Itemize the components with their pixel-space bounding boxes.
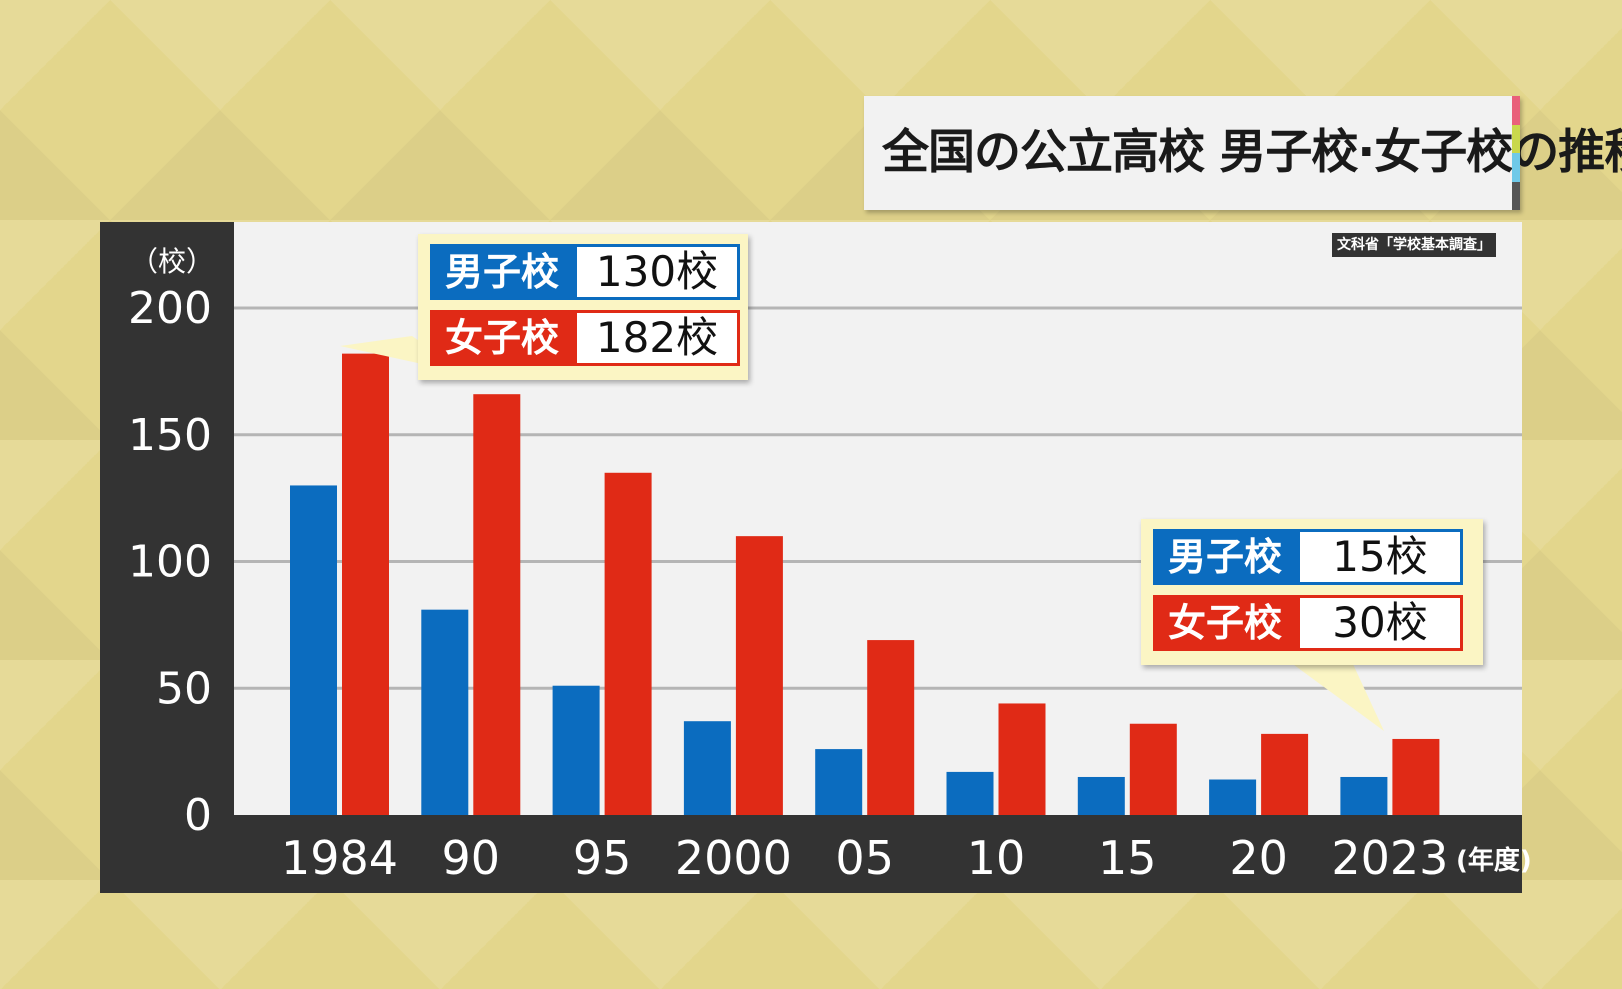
- bar-girls-2023: [1392, 738, 1440, 815]
- bar-boys-95: [552, 685, 600, 815]
- callout-1984: 男子校 130校 女子校 182校: [418, 234, 748, 380]
- bars: [290, 353, 1440, 815]
- x-tick-label: 90: [442, 831, 501, 885]
- x-tick-label: 2000: [675, 831, 792, 885]
- callout-2023: 男子校 15校 女子校 30校: [1141, 519, 1483, 665]
- y-tick-label: 0: [184, 790, 212, 841]
- source-label: 文科省「学校基本調査」: [1332, 233, 1496, 257]
- boys-value: 130校: [574, 244, 740, 300]
- girls-value: 182校: [574, 310, 740, 366]
- bar-boys-1984: [290, 485, 337, 815]
- chart-title: 全国の公立高校 男子校·女子校の推移: [882, 125, 1622, 180]
- y-tick-label: 50: [156, 663, 212, 714]
- x-tick-label: 95: [573, 831, 632, 885]
- title-stripe-pink: [1512, 96, 1520, 125]
- y-tick-label: 200: [128, 283, 212, 334]
- bar-girls-20: [1261, 733, 1309, 815]
- bar-boys-05: [815, 749, 863, 815]
- girls-value: 30校: [1297, 595, 1463, 651]
- bar-boys-90: [421, 609, 469, 815]
- x-tick-label: 1984: [281, 831, 398, 885]
- bar-boys-15: [1077, 776, 1125, 815]
- callout-boys-row: 男子校 130校: [430, 244, 740, 300]
- title-stripe-green: [1512, 124, 1520, 153]
- boys-label: 男子校: [1153, 529, 1297, 585]
- bar-girls-10: [998, 703, 1046, 815]
- x-tick-label: 15: [1098, 831, 1157, 885]
- bar-girls-15: [1129, 723, 1177, 815]
- title-stripe-gray: [1512, 181, 1520, 210]
- x-axis-unit: (年度): [1456, 846, 1532, 876]
- x-axis-ticks: 1984 90 95 2000 05 10 15 20 2023: [281, 831, 1448, 885]
- bar-boys-2023: [1340, 776, 1388, 815]
- callout-pointer-2023: [1290, 662, 1384, 731]
- x-tick-label: 05: [835, 831, 894, 885]
- bar-boys-2000: [683, 721, 731, 815]
- y-axis-ticks: 0 50 100 150 200: [128, 283, 212, 841]
- bar-girls-2000: [735, 536, 783, 815]
- y-tick-label: 150: [128, 410, 212, 461]
- bar-boys-10: [946, 771, 994, 815]
- callout-boys-row: 男子校 15校: [1153, 529, 1463, 585]
- title-stripe-cyan: [1512, 153, 1520, 182]
- y-tick-label: 100: [128, 537, 212, 588]
- boys-value: 15校: [1297, 529, 1463, 585]
- y-axis-unit: （校）: [130, 245, 215, 278]
- x-tick-label: 10: [967, 831, 1026, 885]
- chart-title-box: 全国の公立高校 男子校·女子校の推移: [864, 96, 1622, 210]
- bar-girls-05: [867, 640, 915, 815]
- bar-boys-20: [1209, 779, 1257, 815]
- bar-girls-1984: [342, 353, 389, 815]
- title-color-stripes: [1512, 96, 1520, 210]
- x-tick-label: 20: [1229, 831, 1288, 885]
- x-tick-label: 2023: [1331, 831, 1448, 885]
- boys-label: 男子校: [430, 244, 574, 300]
- girls-label: 女子校: [430, 310, 574, 366]
- girls-label: 女子校: [1153, 595, 1297, 651]
- callout-girls-row: 女子校 30校: [1153, 595, 1463, 651]
- callout-girls-row: 女子校 182校: [430, 310, 740, 366]
- bar-girls-95: [604, 472, 652, 815]
- bar-girls-90: [473, 394, 521, 815]
